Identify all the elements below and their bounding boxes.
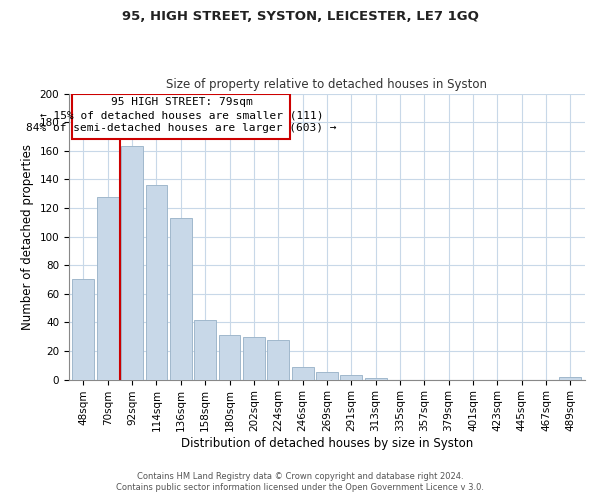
- Y-axis label: Number of detached properties: Number of detached properties: [21, 144, 34, 330]
- Bar: [316, 372, 338, 380]
- Bar: [97, 196, 119, 380]
- Bar: [194, 320, 216, 380]
- Bar: [218, 336, 241, 380]
- Text: Contains HM Land Registry data © Crown copyright and database right 2024.
Contai: Contains HM Land Registry data © Crown c…: [116, 472, 484, 492]
- Bar: [243, 336, 265, 380]
- Title: Size of property relative to detached houses in Syston: Size of property relative to detached ho…: [166, 78, 487, 91]
- Bar: [292, 366, 314, 380]
- X-axis label: Distribution of detached houses by size in Syston: Distribution of detached houses by size …: [181, 437, 473, 450]
- Bar: [170, 218, 192, 380]
- Bar: [340, 376, 362, 380]
- Bar: [146, 185, 167, 380]
- Bar: [73, 94, 290, 140]
- Bar: [267, 340, 289, 380]
- Text: 95, HIGH STREET, SYSTON, LEICESTER, LE7 1GQ: 95, HIGH STREET, SYSTON, LEICESTER, LE7 …: [122, 10, 478, 23]
- Text: 95 HIGH STREET: 79sqm
← 15% of detached houses are smaller (111)
84% of semi-det: 95 HIGH STREET: 79sqm ← 15% of detached …: [26, 97, 337, 133]
- Bar: [121, 146, 143, 380]
- Bar: [559, 376, 581, 380]
- Bar: [73, 280, 94, 380]
- Bar: [365, 378, 386, 380]
